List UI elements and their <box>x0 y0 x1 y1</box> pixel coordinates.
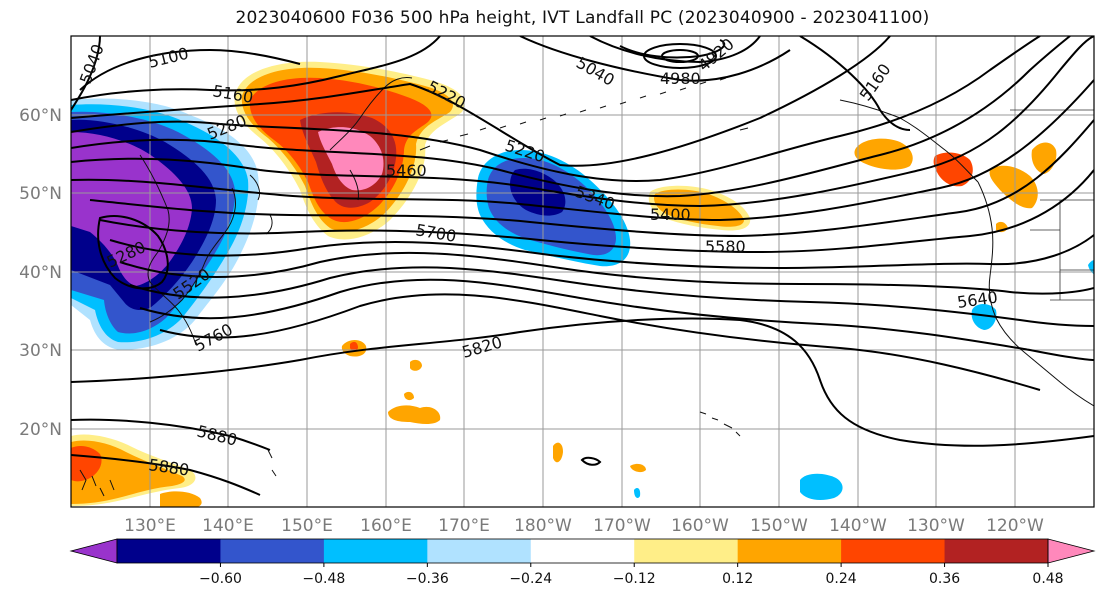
lat-axis: 60°N 50°N 40°N 30°N 20°N <box>19 106 62 440</box>
lon-label: 160°E <box>360 516 412 536</box>
lon-label: 150°E <box>281 516 333 536</box>
contour-label: 5460 <box>386 161 427 180</box>
colorbar-tick-label: −0.48 <box>302 571 345 587</box>
lat-label: 30°N <box>19 341 62 361</box>
contour-label: 4980 <box>660 69 701 88</box>
colorbar-segment <box>530 539 635 563</box>
lon-label: 140°W <box>829 516 887 536</box>
lon-label: 170°E <box>438 516 490 536</box>
height-contours <box>71 36 1094 496</box>
colorbar-segment <box>841 539 946 563</box>
colorbar-segment <box>220 539 325 563</box>
lat-label: 60°N <box>19 106 62 126</box>
lon-label: 140°E <box>202 516 254 536</box>
lon-label: 120°W <box>986 516 1044 536</box>
lon-label: 130°E <box>124 516 176 536</box>
ivt-negative-west <box>71 98 259 351</box>
lat-label: 20°N <box>19 420 62 440</box>
ivt-negative-south <box>800 473 843 500</box>
colorbar-tick-label: 0.24 <box>826 571 857 587</box>
colorbar-tick-label: 0.36 <box>929 571 960 587</box>
contour-label: 5400 <box>650 205 691 224</box>
colorbar-segment <box>117 539 221 563</box>
colorbar-arrow-left <box>69 538 118 564</box>
colorbar-tick-label: −0.12 <box>613 571 656 587</box>
colorbar-tick-label: 0.48 <box>1032 571 1063 587</box>
colorbar-tick-label: −0.24 <box>509 571 552 587</box>
lat-label: 50°N <box>19 184 62 204</box>
lon-label: 130°W <box>907 516 965 536</box>
colorbar-tick-label: −0.36 <box>406 571 449 587</box>
contour-label-group: 5100 5040 5160 5220 5280 5460 5220 5340 … <box>76 36 999 480</box>
lon-axis: 130°E 140°E 150°E 160°E 170°E 180°W 170°… <box>124 516 1044 536</box>
colorbar-segment <box>323 539 428 563</box>
lon-label: 160°W <box>671 516 729 536</box>
map-frame <box>70 35 1095 508</box>
colorbar-segment <box>427 539 532 563</box>
lat-label: 40°N <box>19 263 62 283</box>
map-title: 2023040600 F036 500 hPa height, IVT Land… <box>235 8 930 28</box>
colorbar-tick-label: −0.60 <box>199 571 242 587</box>
colorbar-arrow-right <box>1047 538 1096 564</box>
graticule <box>71 36 1094 507</box>
colorbar-segment <box>737 539 842 563</box>
lon-label: 180°W <box>514 516 572 536</box>
contour-label: 5580 <box>705 237 746 256</box>
colorbar-segment <box>634 539 739 563</box>
coastlines <box>79 77 1094 497</box>
ivt-negative-east-small <box>971 259 1094 330</box>
colorbar-tick-label: 0.12 <box>722 571 753 587</box>
lon-label: 170°W <box>593 516 651 536</box>
colorbar-segment <box>944 539 1049 563</box>
colorbar-frame <box>116 538 1049 564</box>
colorbar: −0.60 −0.48 −0.36 −0.24 −0.12 0.12 0.24 0.36 0.4… <box>69 538 1096 587</box>
lon-label: 150°W <box>750 516 808 536</box>
